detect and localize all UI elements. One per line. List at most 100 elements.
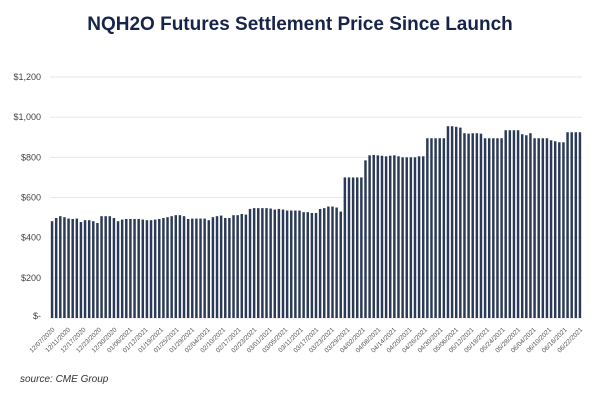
bar xyxy=(343,177,347,318)
bar xyxy=(75,218,79,318)
bar xyxy=(108,216,112,318)
bar xyxy=(376,155,380,318)
bar xyxy=(244,214,248,318)
bar xyxy=(285,210,289,318)
bar xyxy=(158,218,161,318)
bar xyxy=(483,138,487,318)
bar xyxy=(508,130,512,318)
bar xyxy=(166,217,169,318)
bar xyxy=(578,132,582,318)
bar xyxy=(265,208,268,318)
bar xyxy=(446,126,450,319)
bar xyxy=(162,217,165,318)
y-tick-label: $800 xyxy=(21,152,41,162)
bar xyxy=(442,138,446,318)
bar xyxy=(83,220,87,318)
bar xyxy=(59,216,62,318)
bar xyxy=(512,130,516,318)
bar xyxy=(327,206,330,318)
bar xyxy=(211,217,215,318)
bar xyxy=(384,156,388,318)
bar xyxy=(516,130,520,318)
bar xyxy=(219,215,223,318)
bar xyxy=(191,218,194,318)
bar xyxy=(421,156,425,318)
bar xyxy=(174,215,178,318)
chart-title: NQH2O Futures Settlement Price Since Lau… xyxy=(87,14,513,35)
bar xyxy=(54,217,58,318)
bar xyxy=(306,212,309,318)
bar xyxy=(570,132,573,318)
bar xyxy=(145,220,149,318)
bar xyxy=(454,126,458,318)
bar xyxy=(133,218,136,318)
bar xyxy=(566,132,569,318)
bar xyxy=(323,208,326,318)
bar xyxy=(401,157,404,318)
bar xyxy=(553,141,557,318)
bar xyxy=(467,133,470,318)
bar xyxy=(252,208,256,318)
bar xyxy=(125,218,128,318)
bar xyxy=(393,155,396,318)
y-tick-label: $- xyxy=(33,311,41,321)
bar xyxy=(207,220,211,318)
bar xyxy=(215,216,219,318)
bar xyxy=(129,218,132,318)
bar xyxy=(487,138,491,318)
bar xyxy=(224,217,227,318)
bar xyxy=(120,219,124,318)
bar xyxy=(356,177,359,318)
bar xyxy=(281,209,285,318)
bar xyxy=(549,140,553,318)
bar xyxy=(574,132,578,318)
bar xyxy=(537,138,540,318)
bar xyxy=(240,213,244,318)
bar xyxy=(290,210,293,318)
bar xyxy=(79,222,83,318)
bar xyxy=(178,215,182,318)
bar xyxy=(529,133,532,318)
bar xyxy=(479,133,483,318)
bar xyxy=(87,220,91,318)
bar xyxy=(228,217,231,318)
bar xyxy=(475,133,479,318)
bar xyxy=(92,221,95,318)
bar xyxy=(413,157,417,318)
bar xyxy=(364,160,367,318)
bar xyxy=(232,215,235,318)
y-tick-label: $600 xyxy=(21,193,41,203)
bar xyxy=(137,218,140,318)
bar xyxy=(277,208,281,318)
bar xyxy=(360,177,363,318)
bar xyxy=(397,156,400,318)
bar xyxy=(261,208,264,318)
bar xyxy=(450,126,454,319)
bar xyxy=(71,218,74,318)
bar xyxy=(500,138,503,318)
bar xyxy=(471,133,474,318)
bar xyxy=(236,215,239,318)
bar xyxy=(314,212,318,318)
bar xyxy=(203,218,206,318)
y-tick-label: $400 xyxy=(21,233,41,243)
bar xyxy=(525,135,528,318)
bar xyxy=(273,209,276,318)
bar xyxy=(67,218,70,318)
bar xyxy=(269,208,272,318)
bar xyxy=(562,142,565,318)
bar xyxy=(302,212,305,318)
bar xyxy=(153,219,157,318)
y-tick-label: $1,000 xyxy=(13,112,41,122)
bar xyxy=(104,216,107,318)
bar xyxy=(541,138,545,318)
bar xyxy=(335,207,338,318)
bar xyxy=(380,155,384,318)
bar xyxy=(545,138,549,318)
bar xyxy=(388,155,392,318)
bar xyxy=(492,138,495,318)
bar xyxy=(372,154,375,318)
bar xyxy=(141,219,145,318)
y-tick-label: $200 xyxy=(21,273,41,283)
bar xyxy=(426,138,429,318)
